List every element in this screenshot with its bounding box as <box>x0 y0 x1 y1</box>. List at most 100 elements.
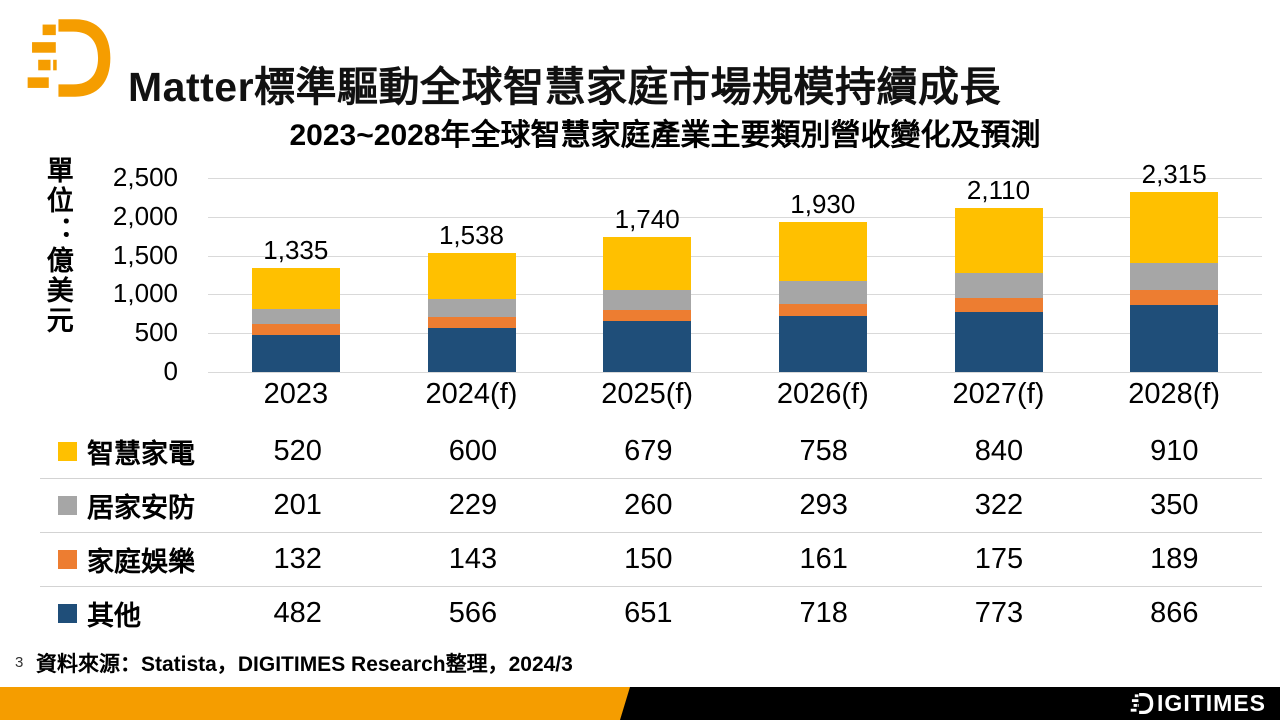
y-tick-label: 0 <box>163 356 178 386</box>
table-value: 651 <box>624 597 673 629</box>
bar-segment-其他 <box>603 321 692 372</box>
gridline <box>208 294 1262 296</box>
gridline <box>208 372 1262 373</box>
bar-segment-居家安防 <box>427 299 516 317</box>
table-row: 其他 482 566 651 718 773 866 <box>40 586 1262 640</box>
legend-swatch-icon <box>58 604 77 623</box>
bar-segment-家庭娛樂 <box>778 303 867 317</box>
legend-swatch-icon <box>58 442 77 461</box>
gridline <box>208 255 1262 257</box>
stacked-bar-chart: 1,335 1,538 1,740 1,930 2,110 2,315 <box>208 159 1262 373</box>
bar-segment-家庭娛樂 <box>251 324 340 335</box>
bar-segment-智慧家電 <box>251 268 340 309</box>
table-value: 840 <box>974 435 1024 467</box>
bar-segment-其他 <box>1130 304 1219 372</box>
gridline <box>208 216 1262 218</box>
table-value: 520 <box>273 435 322 467</box>
legend-cell: 智慧家電 <box>40 432 210 471</box>
bar-total-label: 1,538 <box>438 219 505 250</box>
bar-segment-智慧家電 <box>778 222 867 282</box>
bar-stack <box>1130 192 1219 372</box>
slide-title: Matter標準驅動全球智慧家庭市場規模持續成長 <box>128 64 1002 111</box>
bar-stack <box>251 268 340 372</box>
bar-total-label: 1,335 <box>263 235 329 266</box>
bar-segment-智慧家電 <box>603 236 692 290</box>
table-value: 175 <box>974 543 1024 575</box>
table-value: 161 <box>799 543 848 575</box>
bar-stack <box>603 236 692 372</box>
bar-segment-居家安防 <box>954 273 1043 299</box>
y-tick-label: 1,000 <box>112 278 178 309</box>
table-value: 293 <box>799 489 848 521</box>
y-tick-label: 1,500 <box>112 239 178 270</box>
footer-black-bar <box>620 687 1280 720</box>
data-table: 智慧家電 520 600 679 758 840 910 居家安防 201 229 260 293 32… <box>40 425 1262 640</box>
table-value: 350 <box>1150 489 1199 521</box>
table-value: 773 <box>974 597 1024 629</box>
table-value: 322 <box>974 489 1024 521</box>
table-value: 150 <box>624 543 673 575</box>
bar-segment-智慧家電 <box>954 208 1043 274</box>
x-axis-label: 2027(f) <box>952 378 1045 410</box>
legend-cell: 其他 <box>40 594 210 633</box>
legend-swatch-icon <box>58 496 77 515</box>
table-value: 679 <box>624 435 673 467</box>
bar-stack <box>778 222 867 372</box>
x-axis-label: 2024(f) <box>425 378 518 410</box>
y-tick-label: 500 <box>134 317 178 348</box>
legend-cell: 居家安防 <box>40 486 210 525</box>
chart-title: 2023~2028年全球智慧家庭產業主要類別營收變化及預測 <box>289 119 1041 152</box>
table-value: 566 <box>448 597 498 629</box>
bar-total-label: 2,110 <box>966 175 1031 206</box>
y-axis-unit-label: 單位：億美元 <box>42 156 73 336</box>
y-tick-label: 2,500 <box>112 162 178 192</box>
legend-label: 家庭娛樂 <box>87 547 195 577</box>
bar-segment-其他 <box>427 328 516 372</box>
source-note: 資料來源：Statista，DIGITIMES Research整理，2024/… <box>36 653 573 676</box>
x-axis-label: 2026(f) <box>776 378 869 410</box>
table-value: 718 <box>799 597 848 629</box>
bar-segment-其他 <box>954 311 1043 372</box>
legend-label: 智慧家電 <box>87 439 195 469</box>
digitimes-d-logo-icon-small <box>1130 692 1154 715</box>
bar-total-label: 2,315 <box>1141 159 1207 190</box>
bar-segment-居家安防 <box>778 281 867 304</box>
legend-cell: 家庭娛樂 <box>40 540 210 579</box>
bar-stack <box>954 208 1043 372</box>
bar-total-label: 1,930 <box>790 189 856 220</box>
table-value: 260 <box>624 489 673 521</box>
brand-wordmark: IGITIMES <box>1157 690 1266 716</box>
bar-segment-其他 <box>251 334 340 372</box>
table-value: 132 <box>273 543 322 575</box>
bar-total-label: 1,740 <box>614 203 680 234</box>
x-axis-label: 2025(f) <box>601 378 694 410</box>
table-value: 866 <box>1150 597 1199 629</box>
table-value: 189 <box>1150 543 1199 575</box>
table-value: 143 <box>448 543 498 575</box>
table-value: 758 <box>799 435 848 467</box>
table-value: 910 <box>1150 435 1199 467</box>
gridline <box>208 178 1262 179</box>
bar-segment-家庭娛樂 <box>1130 290 1219 305</box>
y-tick-label: 2,000 <box>112 200 178 231</box>
bar-segment-智慧家電 <box>1130 192 1219 263</box>
table-row: 智慧家電 520 600 679 758 840 910 <box>40 425 1262 478</box>
gridline <box>208 333 1262 335</box>
table-value: 229 <box>448 489 498 521</box>
page-number: 3 <box>15 654 24 671</box>
bar-segment-居家安防 <box>603 289 692 310</box>
bar-segment-其他 <box>778 316 867 372</box>
bar-segment-居家安防 <box>1130 262 1219 291</box>
bar-segment-家庭娛樂 <box>954 298 1043 312</box>
digitimes-d-logo-icon <box>25 17 113 99</box>
footer-brand-logo: IGITIMES <box>1130 690 1266 717</box>
table-value: 600 <box>448 435 498 467</box>
legend-swatch-icon <box>58 550 77 569</box>
bar-segment-家庭娛樂 <box>603 309 692 322</box>
x-axis-label: 2023 <box>263 378 329 410</box>
table-value: 201 <box>273 489 322 521</box>
bar-segment-智慧家電 <box>427 252 516 300</box>
table-row: 居家安防 201 229 260 293 322 350 <box>40 478 1262 532</box>
table-value: 482 <box>273 597 322 629</box>
legend-label: 居家安防 <box>87 493 195 523</box>
